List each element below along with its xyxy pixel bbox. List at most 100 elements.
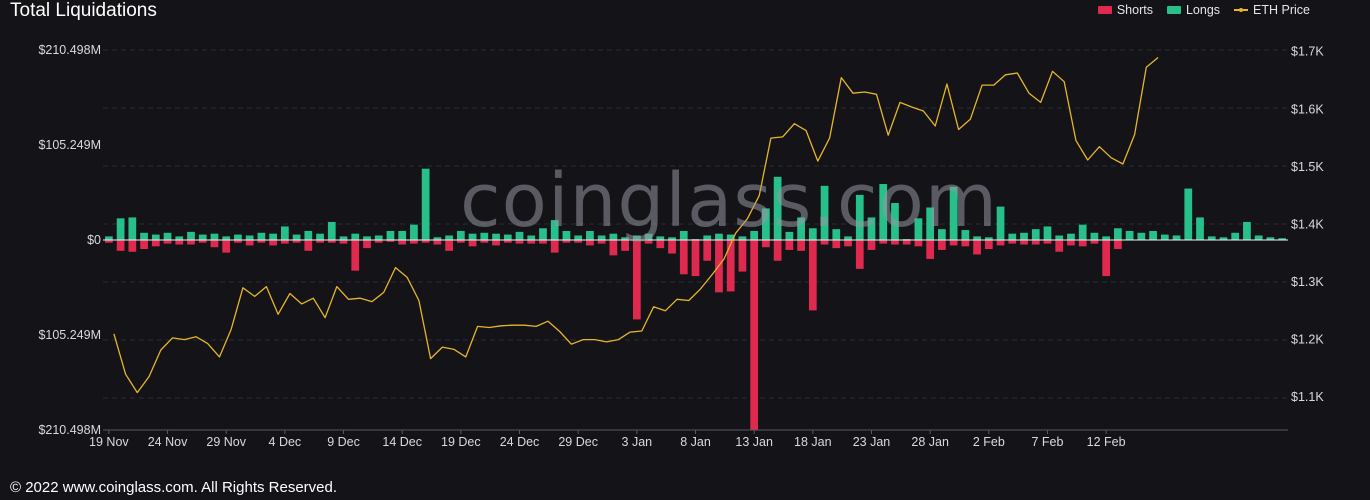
shorts-bar [1055, 240, 1064, 252]
shorts-bar [456, 240, 465, 243]
longs-bar [1043, 226, 1052, 240]
shorts-bar [891, 240, 899, 245]
longs-bar [832, 229, 841, 240]
shorts-bar [327, 240, 336, 243]
longs-bar [234, 234, 242, 240]
longs-bar [1266, 237, 1275, 240]
shorts-bar [433, 240, 442, 245]
x-tick-label: 29 Dec [558, 435, 598, 449]
shorts-bar [421, 240, 430, 243]
shorts-bar [984, 240, 993, 250]
x-tick-label: 7 Feb [1031, 435, 1063, 449]
axes: $210.498M $105.249M $0 $105.249M $210.498M $1… [38, 43, 1324, 449]
longs-bar [574, 235, 583, 240]
shorts-bar [187, 240, 195, 245]
copyright-footer: © 2022 www.coinglass.com. All Rights Res… [10, 479, 338, 496]
shorts-bar [539, 240, 547, 244]
eth-price-line [113, 56, 1159, 394]
longs-bar [515, 231, 524, 240]
longs-bar [738, 236, 747, 240]
shorts-bar [574, 240, 583, 243]
longs-bar [386, 230, 395, 240]
shorts-bar [527, 240, 536, 244]
shorts-bar [1008, 240, 1017, 244]
longs-bar [1125, 230, 1134, 240]
shorts-bar [668, 240, 676, 254]
x-tick-label: 8 Jan [680, 435, 711, 449]
longs-bar [456, 230, 465, 240]
legend-item-price[interactable]: ETH Price [1234, 3, 1310, 17]
shorts-bar [773, 240, 782, 261]
shorts-bar [339, 240, 348, 244]
longs-bar [1160, 234, 1169, 240]
longs-bar [609, 233, 618, 240]
shorts-bar [656, 240, 665, 249]
x-tick-label: 24 Dec [500, 435, 540, 449]
y-right-tick-label: $1.5K [1291, 160, 1324, 174]
shorts-bar [1078, 240, 1087, 247]
longs-bar [327, 221, 336, 240]
longs-bar [421, 168, 430, 240]
shorts-bar [785, 240, 794, 250]
y-right-tick-label: $1.2K [1291, 333, 1324, 347]
longs-bar [632, 235, 641, 240]
longs-bar [374, 235, 383, 240]
longs-bar [668, 237, 676, 240]
longs-bar [175, 236, 184, 240]
legend-item-longs[interactable]: Longs [1166, 3, 1221, 17]
shorts-bar [938, 240, 946, 250]
longs-bar [1278, 238, 1287, 240]
longs-bar [1254, 235, 1263, 240]
shorts-bar [245, 240, 254, 246]
legend: Shorts Longs ETH Price [1097, 3, 1310, 17]
x-tick-label: 14 Dec [382, 435, 422, 449]
longs-bar [562, 230, 571, 240]
shorts-bar [996, 240, 1005, 246]
shorts-bar [128, 240, 137, 252]
longs-bar [914, 218, 923, 240]
longs-bar [797, 217, 805, 240]
longs-bar [280, 226, 289, 240]
longs-bar [1020, 232, 1028, 240]
shorts-bar [398, 240, 407, 245]
shorts-bar [480, 240, 489, 243]
longs-bar [257, 232, 266, 240]
longs-bar [210, 233, 219, 240]
longs-bar [961, 230, 970, 240]
shorts-bar [902, 240, 911, 245]
longs-bar [715, 233, 723, 240]
longs-bar [433, 237, 442, 240]
shorts-bar [292, 240, 301, 243]
x-tick-label: 2 Feb [973, 435, 1005, 449]
longs-bar [550, 220, 559, 240]
legend-item-shorts[interactable]: Shorts [1097, 3, 1153, 17]
shorts-bar [280, 240, 289, 244]
longs-bar [855, 194, 864, 240]
longs-bar [703, 235, 712, 240]
longs-bar [503, 234, 512, 240]
x-tick-label: 3 Jan [622, 435, 653, 449]
shorts-bar [503, 240, 512, 243]
longs-bar [1114, 228, 1122, 240]
longs-bar [1137, 232, 1146, 240]
longs-bar [1090, 232, 1099, 240]
shorts-bar [632, 240, 641, 320]
y-right-tick-label: $1.6K [1291, 102, 1324, 116]
shorts-bar [468, 240, 477, 247]
shorts-bar [679, 240, 688, 275]
longs-bar [1078, 224, 1087, 240]
longs-bar [140, 232, 148, 240]
longs-bar [586, 230, 594, 240]
longs-bar [1196, 217, 1204, 240]
y-left-tick-label: $105.249M [38, 138, 101, 152]
legend-label-longs: Longs [1185, 3, 1221, 17]
shorts-bar [316, 240, 324, 243]
longs-bar [820, 185, 829, 240]
y-right-tick-label: $1.4K [1291, 217, 1324, 231]
legend-label-price: ETH Price [1253, 3, 1310, 17]
shorts-bar [140, 240, 148, 250]
longs-bar [762, 208, 770, 240]
longs-bar [398, 230, 407, 240]
shorts-swatch [1097, 6, 1112, 14]
shorts-bar [363, 240, 371, 249]
